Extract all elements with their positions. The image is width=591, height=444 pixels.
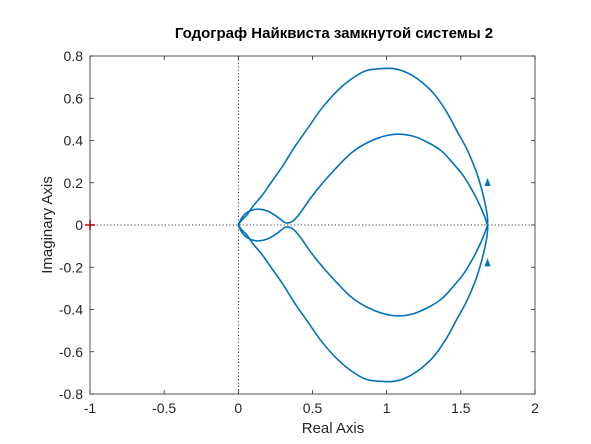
- direction-arrows: [484, 177, 491, 267]
- nyquist-series-3: [237, 133, 489, 226]
- nyquist-series-4: [237, 224, 489, 317]
- y-tick-label: -0.8: [59, 386, 83, 402]
- axis-ticks: [89, 55, 536, 395]
- x-tick-label: 1.5: [451, 400, 471, 416]
- reference-lines: [90, 56, 535, 394]
- y-axis-label: Imaginary Axis: [39, 176, 56, 274]
- y-tick-label: -0.4: [59, 302, 83, 318]
- nyquist-series-1: [237, 67, 489, 226]
- y-tick-label: 0.4: [64, 133, 84, 149]
- y-tick-label: -0.2: [59, 259, 83, 275]
- y-tick-label: 0.6: [64, 90, 84, 106]
- x-tick-label: 0: [234, 400, 242, 416]
- y-tick-labels: -0.8 -0.6 -0.4 -0.2 0 0.2 0.4 0.6 0.8: [59, 48, 83, 402]
- x-tick-label: 0.5: [303, 400, 323, 416]
- x-tick-label: 1: [383, 400, 391, 416]
- y-tick-label: 0.8: [64, 48, 84, 64]
- y-tick-label: 0: [75, 217, 83, 233]
- direction-arrow-2: [484, 258, 491, 267]
- x-tick-label: -0.5: [152, 400, 176, 416]
- x-tick-labels: -1 -0.5 0 0.5 1 1.5 2: [84, 400, 539, 416]
- chart-title: Годограф Найквиста замкнутой системы 2: [175, 25, 493, 42]
- direction-arrow-1: [484, 177, 491, 187]
- nyquist-series-2: [237, 224, 489, 383]
- y-tick-label: -0.6: [59, 344, 83, 360]
- y-tick-label: 0.2: [64, 175, 84, 191]
- nyquist-curves: [237, 67, 489, 383]
- x-axis-label: Real Axis: [302, 420, 365, 437]
- x-tick-label: -1: [84, 400, 97, 416]
- x-tick-label: 2: [531, 400, 539, 416]
